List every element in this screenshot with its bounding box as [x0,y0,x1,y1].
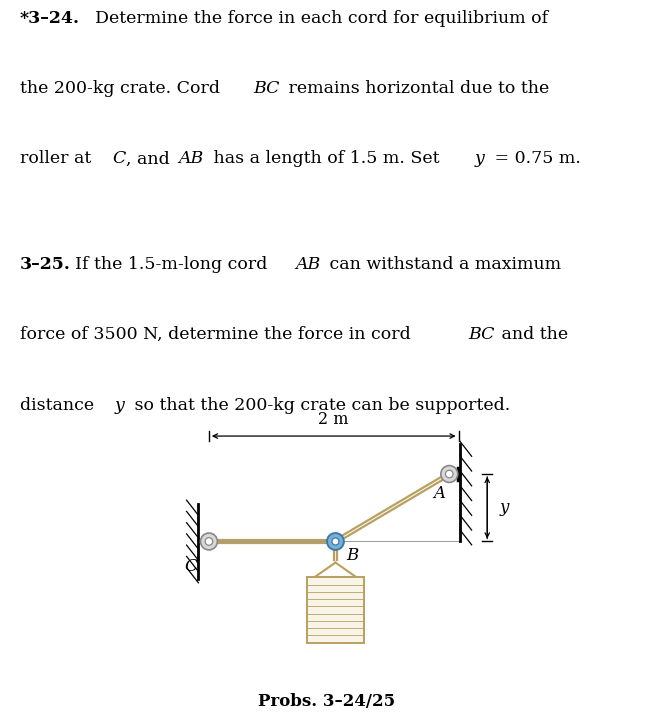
Text: so that the 200-kg crate can be supported.: so that the 200-kg crate can be supporte… [129,397,510,414]
Text: A: A [433,485,445,502]
Circle shape [441,465,458,483]
Text: the 200-kg crate. Cord: the 200-kg crate. Cord [20,80,225,97]
Circle shape [332,538,339,545]
Text: and the: and the [496,326,568,343]
Circle shape [327,533,344,550]
Text: has a length of 1.5 m. Set: has a length of 1.5 m. Set [208,150,445,167]
Text: distance: distance [20,397,99,414]
Text: BC: BC [254,80,280,97]
Text: = 0.75 m.: = 0.75 m. [489,150,580,167]
Text: remains horizontal due to the: remains horizontal due to the [283,80,549,97]
Text: can withstand a maximum: can withstand a maximum [324,256,562,273]
Text: y: y [114,397,124,414]
Text: , and: , and [126,150,175,167]
Circle shape [201,533,217,550]
Text: If the 1.5-m-long cord: If the 1.5-m-long cord [75,256,273,273]
Text: y: y [500,499,509,516]
Text: AB: AB [295,256,320,273]
Text: B: B [346,547,358,563]
Text: roller at: roller at [20,150,96,167]
Circle shape [205,538,213,545]
Text: C: C [112,150,126,167]
Text: C: C [184,558,198,575]
Text: 3–25.: 3–25. [20,256,71,273]
Text: Determine the force in each cord for equilibrium of: Determine the force in each cord for equ… [95,9,548,27]
Text: Probs. 3–24/25: Probs. 3–24/25 [258,693,396,710]
Circle shape [445,470,453,478]
Text: AB: AB [178,150,203,167]
Text: force of 3500 N, determine the force in cord: force of 3500 N, determine the force in … [20,326,416,343]
Bar [307,577,364,643]
Text: BC: BC [468,326,494,343]
Text: *3–24.: *3–24. [20,9,80,27]
Text: y: y [475,150,485,167]
Text: 2 m: 2 m [318,411,349,427]
